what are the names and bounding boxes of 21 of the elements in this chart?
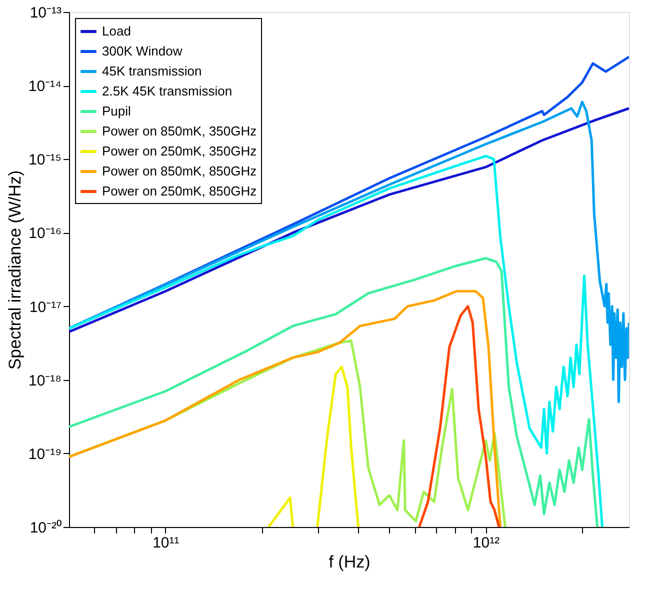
legend-label: Power on 250mK, 350GHz [102, 144, 257, 158]
y-axis-title: Spectral irradiance (W/Hz) [5, 170, 24, 370]
legend-label: Load [102, 24, 131, 38]
y-tick-label: 10⁻¹³ [30, 4, 62, 22]
legend-label: Pupil [102, 104, 132, 118]
legend-label: 2.5K 45K transmission [102, 84, 232, 98]
x-axis-title: f (Hz) [328, 552, 370, 572]
legend-label: Power on 850mK, 350GHz [102, 124, 257, 138]
y-tick-label: 10⁻²⁰ [30, 520, 62, 536]
x-tick-label: 10¹² [472, 534, 500, 552]
y-tick-label: 10⁻¹⁵ [28, 152, 62, 169]
legend-label: 300K Window [102, 44, 183, 58]
legend-label: Power on 250mK, 850GHz [102, 184, 257, 198]
legend-label: Power on 850mK, 850GHz [102, 164, 257, 178]
x-tick-label: 10¹¹ [152, 534, 180, 552]
y-tick-label: 10⁻¹⁸ [28, 372, 62, 390]
y-tick-label: 10⁻¹⁴ [28, 78, 62, 96]
legend-label: 45K transmission [102, 64, 202, 78]
y-tick-label: 10⁻¹⁶ [28, 225, 62, 242]
y-tick-label: 10⁻¹⁷ [29, 298, 62, 316]
y-tick-label: 10⁻¹⁹ [28, 446, 62, 463]
